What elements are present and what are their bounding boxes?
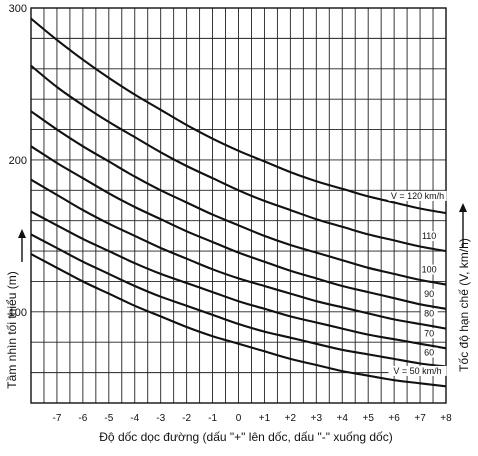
series-label: 80 <box>424 309 434 319</box>
series-label-background <box>420 308 438 319</box>
series-label: 90 <box>424 289 434 299</box>
series-line <box>30 17 447 215</box>
x-tick-label: +3 <box>311 413 323 424</box>
x-tick-label: -3 <box>156 413 165 424</box>
series-label-background <box>420 328 438 339</box>
y-axis-title-arrowhead <box>18 229 26 238</box>
series-label: V = 120 km/h <box>391 191 444 201</box>
secondary-y-axis-title-group: Tốc độ hạn chế (V, km/h) <box>457 203 471 372</box>
x-tick-label: +5 <box>362 413 374 424</box>
series-line <box>30 64 447 253</box>
secondary-y-axis-title: Tốc độ hạn chế (V, km/h) <box>457 238 471 372</box>
series-line <box>30 233 447 368</box>
y-tick-label: 300 <box>9 3 27 15</box>
x-tick-label: +7 <box>414 413 426 424</box>
x-tick-label: +4 <box>337 413 349 424</box>
curve-layer <box>30 17 447 388</box>
series-label-background <box>420 288 438 299</box>
series-label: 60 <box>424 348 434 358</box>
x-tick-label: -4 <box>130 413 139 424</box>
x-tick-label: -2 <box>182 413 191 424</box>
series-label-background <box>420 231 438 242</box>
series-label: 110 <box>422 231 436 241</box>
series-label-background <box>388 365 447 376</box>
x-tick-label: +1 <box>259 413 271 424</box>
series-label: 100 <box>422 265 437 275</box>
series-line <box>30 145 447 310</box>
x-tick-label: +6 <box>388 413 400 424</box>
x-tick-label: +8 <box>440 413 452 424</box>
label-layer: V = 120 km/h 110 100 90 80 70 60 V = 50 km/h <box>388 190 447 376</box>
series-label: 70 <box>424 328 434 338</box>
secondary-y-axis-title-arrowhead <box>459 203 467 212</box>
series-label-background <box>420 264 438 275</box>
x-tick-label: -6 <box>78 413 87 424</box>
x-tick-label: 0 <box>236 413 242 424</box>
plot-frame <box>30 7 447 404</box>
y-tick-label: 100 <box>9 307 27 319</box>
x-tick-label: -5 <box>104 413 113 424</box>
series-line <box>30 110 447 286</box>
series-label-background <box>388 190 447 201</box>
series-label: V = 50 km/h <box>393 366 441 376</box>
y-axis-title: Tầm nhìn tối thiểu (m) <box>5 271 19 388</box>
series-label-background <box>420 347 438 358</box>
x-tick-label: -1 <box>208 413 217 424</box>
series-line <box>30 178 447 330</box>
series-line <box>30 210 447 350</box>
x-tick-label: -7 <box>52 413 61 424</box>
grid-layer: -7 -6 -5 -4 -3 -2 -1 0 +1 +2 +3 +4 +5 +6 +7 +8 100 200 300 <box>9 3 452 424</box>
y-axis-title-group: Tầm nhìn tối thiểu (m) <box>5 229 26 389</box>
series-line <box>30 253 447 388</box>
x-tick-label: +2 <box>285 413 297 424</box>
x-axis-title: Độ dốc dọc đường (dấu "+" lên dốc, dấu "… <box>99 430 392 444</box>
y-tick-label: 200 <box>9 155 27 167</box>
